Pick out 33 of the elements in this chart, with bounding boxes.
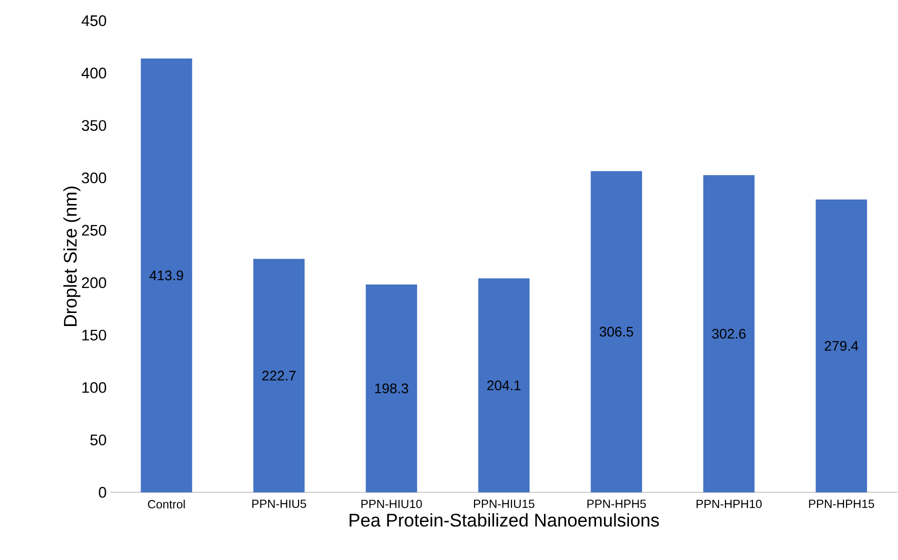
- y-tick-label: 200: [82, 277, 106, 288]
- bar: [816, 199, 868, 492]
- y-tick-label: 350: [82, 120, 106, 131]
- y-tick-label: 0: [98, 486, 106, 498]
- x-tick-label: PPN-HIU10: [361, 500, 422, 508]
- data-label: 302.6: [712, 328, 746, 338]
- x-axis-title: Pea Protein-Stabilized Nanoemulsions: [350, 513, 659, 526]
- x-tick-label: PPN-HIU15: [474, 500, 534, 508]
- bar: [703, 174, 755, 492]
- y-tick-label: 50: [90, 434, 106, 446]
- data-label: 279.4: [824, 340, 858, 351]
- data-label: 306.5: [600, 326, 634, 336]
- y-tick-label: 100: [82, 382, 106, 393]
- bar: [590, 170, 642, 492]
- x-tick-label: PPN-HPH5: [587, 500, 646, 508]
- x-tick-label: PPN-HPH15: [809, 500, 874, 508]
- y-tick-label: 250: [82, 224, 106, 236]
- bar: [140, 58, 192, 492]
- bar: [478, 278, 530, 492]
- data-label: 204.1: [487, 380, 521, 390]
- y-tick-label: 150: [82, 329, 106, 340]
- y-axis-title: Droplet Size (nm): [63, 186, 80, 326]
- data-label: 413.9: [150, 270, 184, 280]
- y-tick-label: 400: [82, 67, 106, 78]
- data-label: 198.3: [375, 383, 408, 394]
- x-tick-label: Control: [148, 500, 185, 508]
- y-tick-label: 450: [82, 15, 106, 26]
- y-tick-label: 300: [82, 172, 106, 184]
- x-tick-label: PPN-HIU5: [252, 500, 306, 508]
- data-label: 222.7: [262, 370, 296, 380]
- x-tick-label: PPN-HPH10: [696, 500, 762, 508]
- bar: [366, 284, 418, 492]
- bar: [253, 258, 305, 492]
